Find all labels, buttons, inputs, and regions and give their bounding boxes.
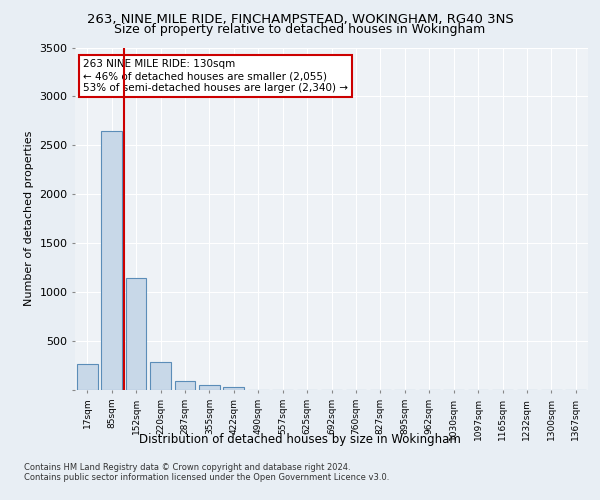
Text: Contains public sector information licensed under the Open Government Licence v3: Contains public sector information licen… <box>24 472 389 482</box>
Text: Contains HM Land Registry data © Crown copyright and database right 2024.: Contains HM Land Registry data © Crown c… <box>24 462 350 471</box>
Text: 263, NINE MILE RIDE, FINCHAMPSTEAD, WOKINGHAM, RG40 3NS: 263, NINE MILE RIDE, FINCHAMPSTEAD, WOKI… <box>86 12 514 26</box>
Bar <box>199 384 220 390</box>
Bar <box>150 362 171 390</box>
Bar <box>175 380 196 390</box>
Y-axis label: Number of detached properties: Number of detached properties <box>23 131 34 306</box>
Text: Distribution of detached houses by size in Wokingham: Distribution of detached houses by size … <box>139 432 461 446</box>
Text: Size of property relative to detached houses in Wokingham: Size of property relative to detached ho… <box>115 24 485 36</box>
Bar <box>101 130 122 390</box>
Bar <box>125 278 146 390</box>
Text: 263 NINE MILE RIDE: 130sqm
← 46% of detached houses are smaller (2,055)
53% of s: 263 NINE MILE RIDE: 130sqm ← 46% of deta… <box>83 60 347 92</box>
Bar <box>77 364 98 390</box>
Bar <box>223 386 244 390</box>
